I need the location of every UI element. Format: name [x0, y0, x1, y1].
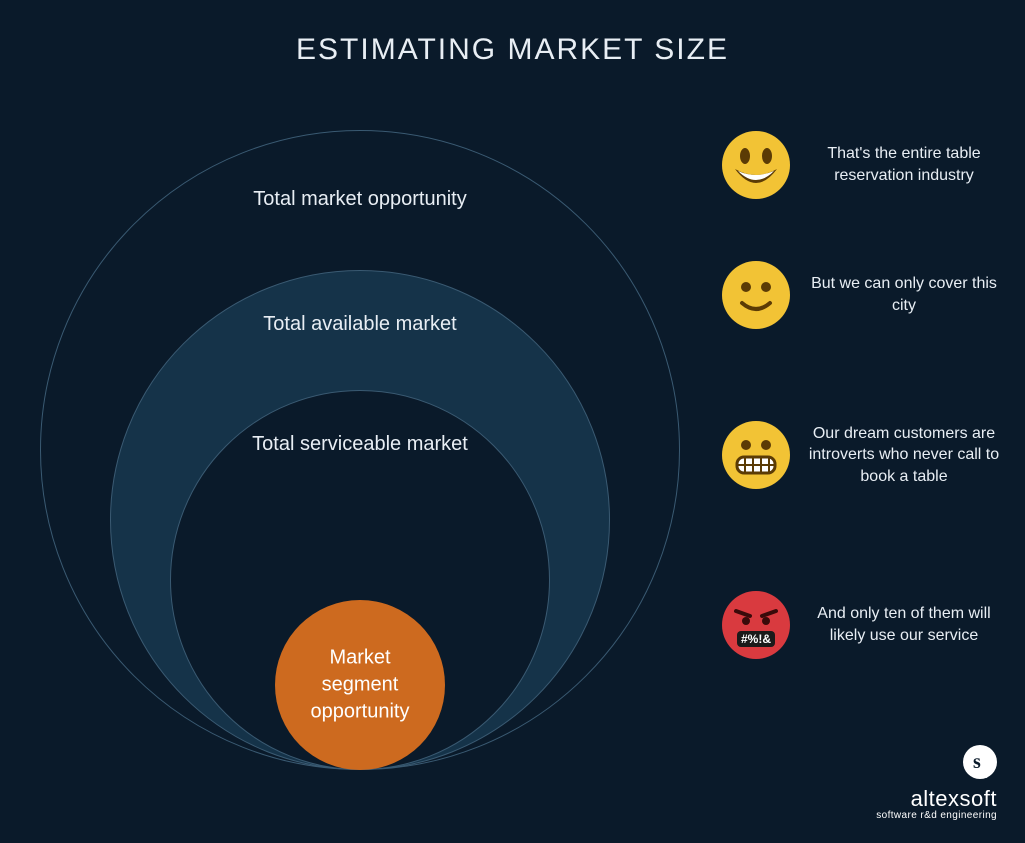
circle-label-total-market-opportunity: Total market opportunity [41, 186, 679, 213]
legend-row-1: But we can only cover this city [720, 240, 1010, 350]
legend-text-2: Our dream customers are introverts who n… [806, 423, 1010, 488]
circle-label-market-segment-opportunity: Market segment opportunity [275, 645, 445, 726]
logo-icon: s [963, 745, 997, 779]
grimace-emoji-icon [720, 419, 792, 491]
legend-text-3: And only ten of them will likely use our… [806, 603, 1010, 646]
page-title: ESTIMATING MARKET SIZE [0, 0, 1025, 67]
svg-text:#%!&: #%!& [741, 632, 771, 646]
circle-market-segment-opportunity: Market segment opportunity [275, 600, 445, 770]
legend-row-2: Our dream customers are introverts who n… [720, 370, 1010, 540]
legend-row-3: #%!& And only ten of them will likely us… [720, 560, 1010, 690]
logo-tagline: software r&d engineering [876, 810, 997, 821]
circle-label-total-serviceable-market: Total serviceable market [171, 431, 549, 458]
brand-logo: s altexsoft software r&d engineering [876, 745, 997, 821]
legend-text-1: But we can only cover this city [806, 273, 1010, 316]
swear-emoji-icon: #%!& [720, 589, 792, 661]
legend: That's the entire table reservation indu… [720, 110, 1010, 710]
legend-row-0: That's the entire table reservation indu… [720, 110, 1010, 220]
legend-text-0: That's the entire table reservation indu… [806, 143, 1010, 186]
nested-circles-diagram: Total market opportunity Total available … [0, 80, 720, 800]
smile-emoji-icon [720, 259, 792, 331]
grin-emoji-icon [720, 129, 792, 201]
logo-name: altexsoft [876, 786, 997, 812]
circle-label-total-available-market: Total available market [111, 311, 609, 338]
